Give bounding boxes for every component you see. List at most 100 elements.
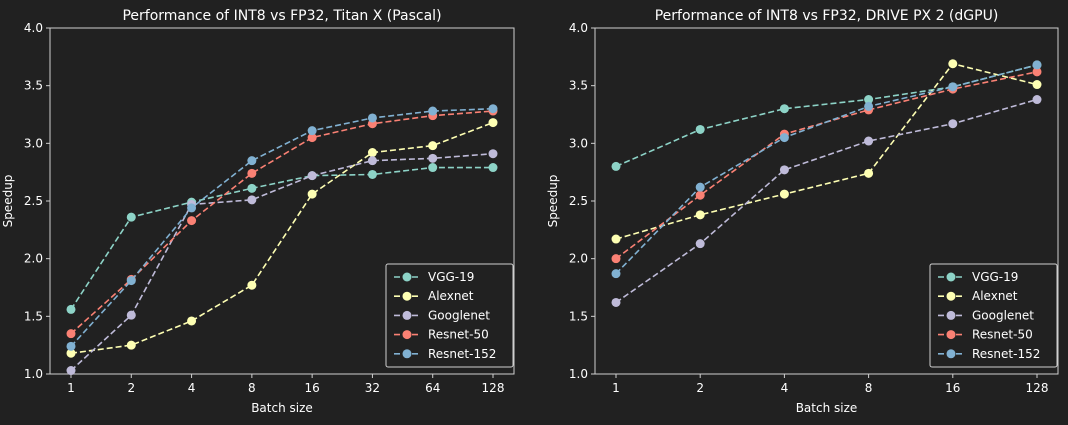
data-point-alexnet	[428, 141, 438, 151]
y-tick-label: 1.0	[569, 367, 588, 381]
data-point-googlenet	[1032, 95, 1042, 105]
series-line-vgg-19	[70, 166, 493, 310]
legend-label-googlenet: Googlenet	[428, 308, 490, 322]
data-point-vgg-19	[247, 183, 257, 193]
data-point-resnet-50	[307, 133, 317, 143]
legend-label-resnet-50: Resnet-50	[972, 328, 1033, 342]
data-point-googlenet	[611, 297, 621, 307]
series-line-googlenet	[615, 98, 1038, 304]
legend-swatch-marker-alexnet	[402, 291, 412, 301]
legend-swatch-marker-googlenet	[402, 310, 412, 320]
data-point-vgg-19	[428, 163, 438, 173]
data-point-alexnet	[779, 189, 789, 199]
legend-swatch-marker-vgg-19	[402, 272, 412, 282]
x-axis-label: Batch size	[796, 401, 858, 415]
legend-swatch-marker-resnet-50	[402, 330, 412, 340]
data-point-resnet-50	[1032, 67, 1042, 77]
data-point-alexnet	[611, 234, 621, 244]
legend-swatch-marker-vgg-19	[946, 272, 956, 282]
y-tick-label: 3.0	[24, 136, 43, 150]
legend-swatch-marker-resnet-50	[946, 330, 956, 340]
data-point-resnet-152	[488, 104, 498, 114]
x-tick-label: 2	[696, 381, 704, 395]
data-point-googlenet	[307, 171, 317, 181]
x-tick-label: 1	[67, 381, 75, 395]
data-point-resnet-152	[428, 106, 438, 116]
y-axis-label: Speedup	[1, 175, 15, 228]
data-point-resnet-152	[247, 156, 257, 166]
data-point-resnet-50	[66, 329, 76, 339]
legend-swatch-marker-googlenet	[946, 310, 956, 320]
legend-swatch-marker-alexnet	[946, 291, 956, 301]
legend-label-resnet-50: Resnet-50	[428, 328, 489, 342]
data-point-googlenet	[488, 149, 498, 159]
series-line-alexnet	[615, 62, 1038, 240]
y-tick-label: 3.5	[569, 79, 588, 93]
data-point-alexnet	[695, 210, 705, 220]
data-point-alexnet	[66, 348, 76, 358]
legend-label-googlenet: Googlenet	[972, 308, 1034, 322]
chart-title: Performance of INT8 vs FP32, DRIVE PX 2 …	[655, 8, 999, 24]
y-tick-label: 1.5	[24, 309, 43, 323]
legend-swatch-marker-resnet-152	[402, 349, 412, 359]
data-point-alexnet	[1032, 80, 1042, 90]
x-tick-label: 1	[612, 381, 620, 395]
data-point-vgg-19	[864, 95, 874, 105]
data-point-googlenet	[66, 366, 76, 376]
data-point-alexnet	[247, 280, 257, 290]
data-point-alexnet	[187, 316, 197, 326]
data-point-resnet-152	[779, 133, 789, 143]
chart-2: Performance of INT8 vs FP32, DRIVE PX 2 …	[546, 8, 1059, 415]
y-tick-label: 2.5	[24, 194, 43, 208]
data-point-alexnet	[126, 340, 136, 350]
data-point-vgg-19	[779, 104, 789, 114]
y-axis-label: Speedup	[546, 175, 560, 228]
data-point-googlenet	[864, 136, 874, 146]
legend-label-vgg-19: VGG-19	[972, 270, 1018, 284]
legend-label-vgg-19: VGG-19	[428, 270, 474, 284]
data-point-alexnet	[488, 118, 498, 128]
data-point-resnet-152	[66, 341, 76, 351]
y-tick-label: 3.5	[24, 79, 43, 93]
x-tick-label: 8	[865, 381, 873, 395]
x-tick-label: 32	[365, 381, 380, 395]
data-point-resnet-152	[1032, 60, 1042, 70]
data-point-vgg-19	[126, 212, 136, 222]
x-tick-label: 4	[188, 381, 196, 395]
series-line-resnet-152	[70, 107, 494, 347]
series-line-googlenet	[70, 152, 494, 372]
data-point-resnet-152	[307, 126, 317, 136]
series-line-alexnet	[70, 121, 494, 355]
x-tick-label: 64	[425, 381, 440, 395]
data-point-googlenet	[695, 239, 705, 249]
y-tick-label: 2.5	[569, 194, 588, 208]
x-tick-label: 128	[482, 381, 505, 395]
data-point-resnet-50	[695, 190, 705, 200]
x-tick-label: 16	[945, 381, 960, 395]
chart-1: Performance of INT8 vs FP32, Titan X (Pa…	[1, 8, 515, 415]
data-point-alexnet	[307, 189, 317, 199]
data-point-googlenet	[247, 195, 257, 205]
legend-swatch-marker-resnet-152	[946, 349, 956, 359]
data-point-resnet-152	[864, 101, 874, 111]
data-point-vgg-19	[611, 161, 621, 171]
data-point-vgg-19	[66, 304, 76, 314]
legend-label-resnet-152: Resnet-152	[972, 347, 1040, 361]
data-point-alexnet	[948, 59, 958, 69]
data-point-resnet-152	[367, 113, 377, 123]
series-line-resnet-152	[615, 64, 1038, 275]
y-tick-label: 2.0	[24, 252, 43, 266]
data-point-resnet-152	[187, 203, 197, 213]
legend: VGG-19 Alexnet Googlenet Resnet-50 Resnet-15…	[385, 263, 514, 368]
series-line-vgg-19	[615, 64, 1038, 168]
data-point-googlenet	[779, 165, 789, 175]
legend-frame	[385, 263, 514, 368]
x-tick-label: 4	[781, 381, 789, 395]
data-point-resnet-50	[187, 216, 197, 226]
chart-title: Performance of INT8 vs FP32, Titan X (Pa…	[122, 8, 441, 24]
x-tick-label: 8	[248, 381, 256, 395]
x-tick-label: 16	[305, 381, 320, 395]
y-tick-label: 1.5	[569, 309, 588, 323]
x-tick-label: 128	[1026, 381, 1049, 395]
